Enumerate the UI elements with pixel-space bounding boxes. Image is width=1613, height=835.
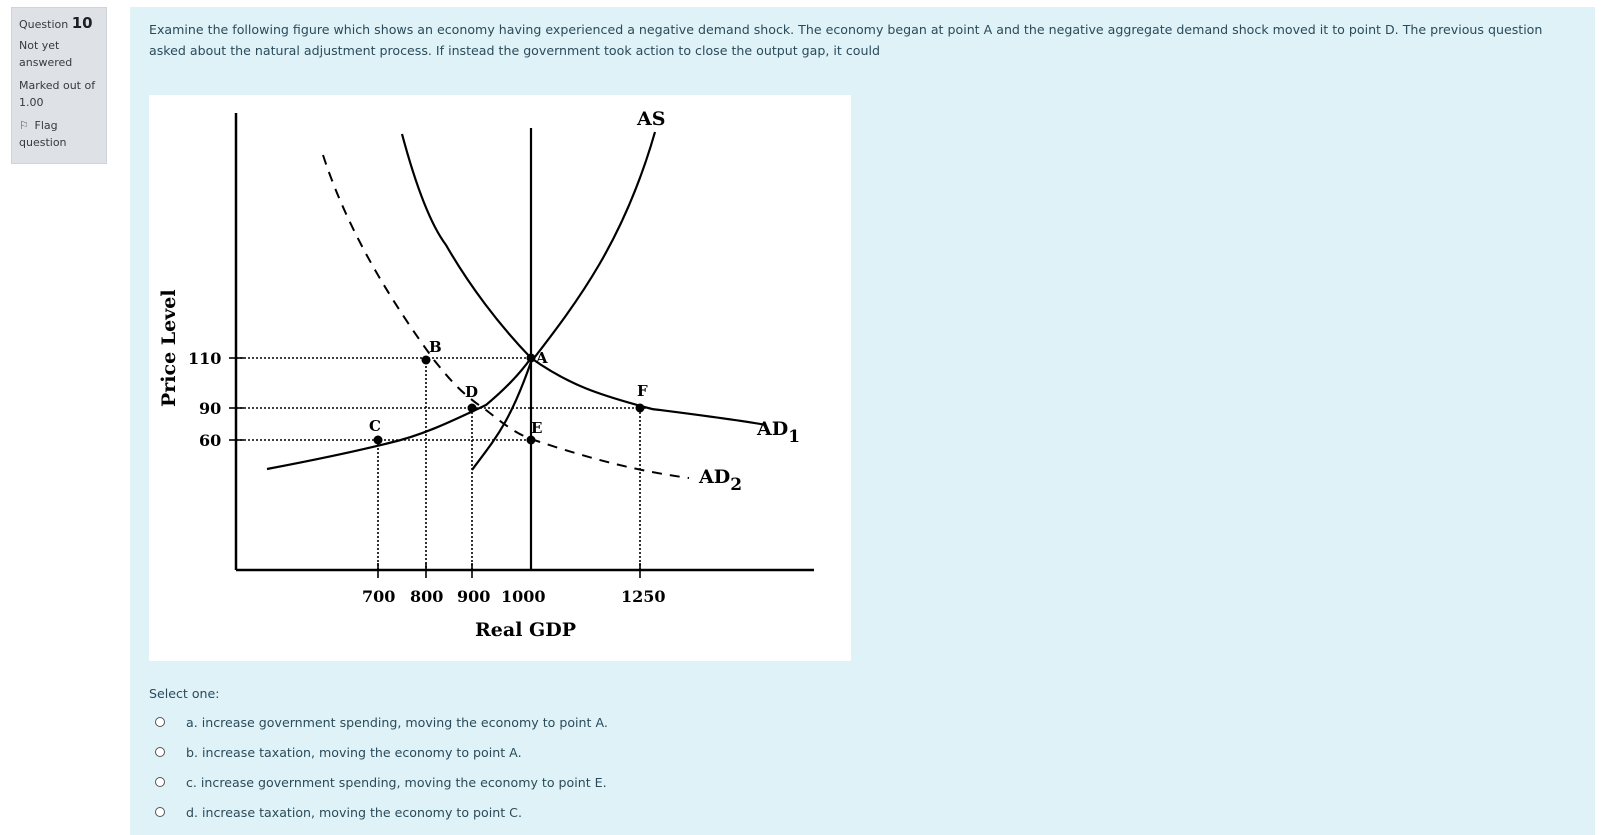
point-f <box>635 403 645 413</box>
question-number: Question 10 <box>19 14 93 32</box>
answer-options: a. increase government spending, moving … <box>149 707 608 827</box>
answer-option-c[interactable]: c. increase government spending, moving … <box>149 767 608 797</box>
x-axis-title: Real GDP <box>475 619 576 641</box>
point-b <box>421 355 431 365</box>
as-label: AS <box>636 108 665 130</box>
point-e <box>526 435 536 445</box>
economics-figure: A B C D E F AS AD1 AD2 110 90 60 700 800… <box>149 95 851 661</box>
answer-option-b[interactable]: b. increase taxation, moving the economy… <box>149 737 608 767</box>
flag-icon: ⚐ <box>19 119 29 132</box>
answer-label-d[interactable]: d. increase taxation, moving the economy… <box>186 804 522 820</box>
ad1-curve <box>400 133 767 427</box>
point-b-label: B <box>429 338 442 356</box>
answer-option-a[interactable]: a. increase government spending, moving … <box>149 707 608 737</box>
xtick-label-1000: 1000 <box>501 587 546 606</box>
point-f-label: F <box>637 382 648 400</box>
question-info-panel: Question 10 Not yet answered Marked out … <box>11 7 107 164</box>
question-grade: Marked out of 1.00 <box>19 79 96 109</box>
radio-option-a[interactable] <box>155 717 165 727</box>
ytick-label-90: 90 <box>199 399 221 418</box>
ad2-label: AD2 <box>698 466 742 495</box>
answer-label-b[interactable]: b. increase taxation, moving the economy… <box>186 744 522 760</box>
answer-label-a[interactable]: a. increase government spending, moving … <box>186 714 608 730</box>
ytick-label-60: 60 <box>199 431 221 450</box>
select-one-prompt: Select one: <box>149 686 220 701</box>
point-d-label: D <box>465 383 478 401</box>
point-a <box>526 353 536 363</box>
xtick-label-900: 900 <box>457 587 490 606</box>
question-content: Examine the following figure which shows… <box>130 7 1595 835</box>
as-curve-main <box>471 131 657 471</box>
point-d <box>467 403 477 413</box>
ytick-label-110: 110 <box>188 349 221 368</box>
y-axis-title: Price Level <box>158 289 180 407</box>
radio-option-c[interactable] <box>155 777 165 787</box>
point-c-label: C <box>369 417 381 435</box>
radio-option-b[interactable] <box>155 747 165 757</box>
answer-label-c[interactable]: c. increase government spending, moving … <box>186 774 607 790</box>
xtick-label-1250: 1250 <box>621 587 666 606</box>
point-e-label: E <box>531 419 542 437</box>
point-c <box>373 435 383 445</box>
answer-option-d[interactable]: d. increase taxation, moving the economy… <box>149 797 608 827</box>
point-a-label: A <box>535 349 548 367</box>
ad1-label: AD1 <box>756 418 800 447</box>
xtick-label-800: 800 <box>410 587 443 606</box>
flag-question-link[interactable]: ⚐ Flag question <box>19 119 67 149</box>
ad2-curve <box>322 154 690 479</box>
question-text: Examine the following figure which shows… <box>149 22 1543 58</box>
ad-as-chart: A B C D E F AS AD1 AD2 110 90 60 700 800… <box>158 108 814 641</box>
radio-option-d[interactable] <box>155 807 165 817</box>
xtick-label-700: 700 <box>362 587 395 606</box>
question-state: Not yet answered <box>19 39 73 69</box>
